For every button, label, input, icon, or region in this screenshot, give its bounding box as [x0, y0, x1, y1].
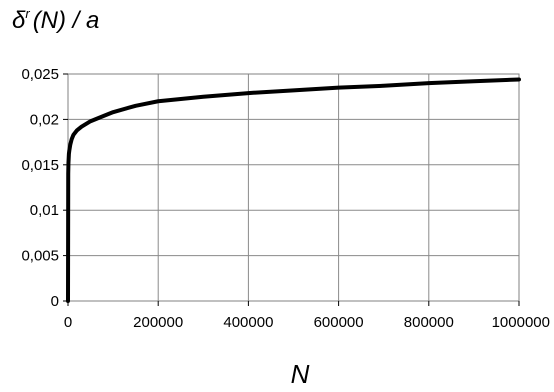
x-tick-label: 200000	[133, 314, 183, 331]
y-tick-label: 0,02	[30, 111, 59, 128]
x-axis-title: N	[291, 359, 310, 389]
x-axis-ticks: 0 200000 400000 600000 800000 1000000	[64, 301, 550, 331]
series-line-0	[66, 77, 521, 303]
x-tick-label: 1000000	[492, 314, 550, 331]
y-tick-label: 0,015	[21, 157, 59, 174]
x-tick-label: 0	[64, 314, 72, 331]
y-tick-label: 0,005	[21, 248, 59, 265]
grid	[67, 73, 520, 302]
x-tick-label: 400000	[223, 314, 273, 331]
series-layer	[66, 77, 521, 303]
x-tick-label: 600000	[314, 314, 364, 331]
y-axis-ticks: 0 0,005 0,01 0,015 0,02 0,025	[21, 66, 68, 310]
y-tick-label: 0,025	[21, 66, 59, 83]
plot-area-border	[67, 73, 520, 302]
y-axis-title-symbol: δ	[12, 7, 26, 34]
y-axis-title: δr (N) / a	[12, 6, 99, 34]
x-tick-label: 800000	[404, 314, 454, 331]
y-axis-title-superscript: r	[25, 6, 30, 21]
y-tick-label: 0,01	[30, 202, 59, 219]
y-axis-title-rest: (N) / a	[33, 7, 100, 34]
y-tick-label: 0	[51, 293, 59, 310]
